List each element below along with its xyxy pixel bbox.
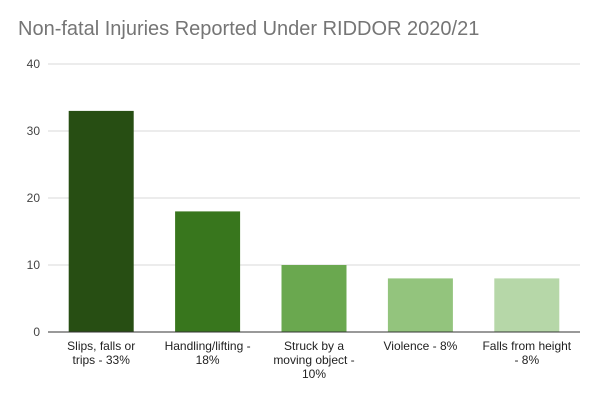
y-tick-label: 20: [27, 191, 41, 205]
x-tick-label-line: trips - 33%: [73, 353, 131, 367]
y-tick-label: 10: [27, 258, 41, 272]
x-tick-label-line: - 8%: [514, 353, 539, 367]
x-tick-label: Falls from height - 8%: [482, 339, 571, 367]
y-tick-label: 0: [33, 325, 40, 339]
x-tick-label-line: Falls from height: [482, 339, 571, 353]
bar-4: [387, 278, 453, 332]
y-tick-label: 40: [27, 57, 41, 71]
x-tick-label-line: Handling/lifting -: [165, 339, 251, 353]
x-tick-label: Handling/lifting -18%: [165, 339, 251, 367]
bar-5: [494, 278, 560, 332]
x-tick-label: Violence - 8%: [383, 339, 457, 353]
x-tick-label-line: Violence - 8%: [383, 339, 457, 353]
chart-title: Non-fatal Injuries Reported Under RIDDOR…: [18, 18, 480, 40]
x-tick-label: Struck by a moving object -10%: [273, 339, 354, 381]
bar-3: [281, 265, 347, 332]
x-tick-label-line: Struck by a: [284, 339, 344, 353]
y-tick-label: 30: [27, 124, 41, 138]
x-tick-label-line: 10%: [302, 367, 326, 381]
x-tick-label-line: moving object -: [273, 353, 354, 367]
bar-1: [68, 110, 134, 333]
x-tick-label: Slips, falls or trips - 33%: [67, 339, 135, 367]
x-tick-label-line: Slips, falls or: [67, 339, 135, 353]
bar-2: [175, 211, 241, 332]
x-tick-label-line: 18%: [196, 353, 220, 367]
